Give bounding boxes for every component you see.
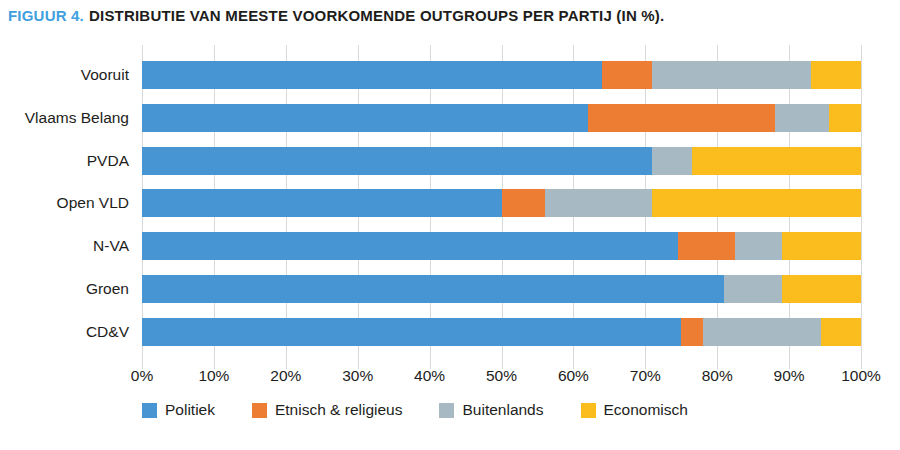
bar-segment-etnisch-religieus [502, 189, 545, 217]
legend-label: Etnisch & religieus [275, 401, 403, 419]
bar-track [142, 275, 861, 303]
bar-track [142, 232, 861, 260]
bar-segment-etnisch-religieus [678, 232, 736, 260]
bar-segment-buitenlands [724, 275, 782, 303]
bar-segment-economisch [692, 147, 861, 175]
legend-swatch-politiek [142, 403, 157, 418]
bar-segment-politiek [142, 61, 602, 89]
bar-row: Vooruit [142, 61, 861, 89]
plot-area: Vooruit Vlaams Belang PVDA Open VLD N-VA Groe… [142, 45, 861, 362]
bar-segment-buitenlands [735, 232, 782, 260]
category-label: Vooruit [81, 66, 129, 84]
x-tick-label: 80% [702, 367, 733, 385]
figure-title-text: DISTRIBUTIE VAN MEESTE VOORKOMENDE OUTGR… [89, 7, 664, 24]
category-label: Open VLD [57, 194, 129, 212]
figure-title: FIGUUR 4. DISTRIBUTIE VAN MEESTE VOORKOME… [8, 7, 664, 24]
legend-label: Politiek [165, 401, 215, 419]
legend: Politiek Etnisch & religieus Buitenlands Ec… [142, 401, 688, 419]
legend-item: Buitenlands [439, 401, 543, 419]
bar-segment-economisch [782, 275, 861, 303]
bar-segment-politiek [142, 104, 588, 132]
category-label: PVDA [87, 152, 129, 170]
bar-segment-buitenlands [545, 189, 653, 217]
x-tick-label: 0% [131, 367, 153, 385]
bar-row: Vlaams Belang [142, 104, 861, 132]
bar-track [142, 147, 861, 175]
x-tick-label: 40% [414, 367, 445, 385]
bar-segment-politiek [142, 318, 681, 346]
x-tick-label: 50% [486, 367, 517, 385]
legend-swatch-buitenlands [439, 403, 454, 418]
figure-title-prefix: FIGUUR 4. [8, 7, 84, 24]
bar-segment-politiek [142, 189, 502, 217]
bar-row: Groen [142, 275, 861, 303]
bar-row: PVDA [142, 147, 861, 175]
bar-segment-politiek [142, 232, 678, 260]
bar-row: Open VLD [142, 189, 861, 217]
figure: FIGUUR 4. DISTRIBUTIE VAN MEESTE VOORKOME… [0, 0, 900, 450]
bar-track [142, 61, 861, 89]
bar-segment-politiek [142, 147, 652, 175]
legend-swatch-etnisch-religieus [252, 403, 267, 418]
bar-segment-economisch [782, 232, 861, 260]
gridline [861, 45, 862, 369]
legend-label: Economisch [604, 401, 688, 419]
category-label: CD&V [86, 323, 129, 341]
bar-segment-politiek [142, 275, 724, 303]
bar-track [142, 189, 861, 217]
bar-segment-buitenlands [652, 147, 692, 175]
bar-segment-economisch [811, 61, 861, 89]
bar-track [142, 104, 861, 132]
x-tick-label: 10% [198, 367, 229, 385]
bar-segment-economisch [821, 318, 861, 346]
bar-segment-buitenlands [703, 318, 822, 346]
bar-segment-etnisch-religieus [602, 61, 652, 89]
legend-swatch-economisch [581, 403, 596, 418]
legend-label: Buitenlands [462, 401, 543, 419]
category-label: N-VA [93, 237, 129, 255]
legend-item: Politiek [142, 401, 215, 419]
x-tick-label: 100% [841, 367, 881, 385]
x-tick-label: 90% [774, 367, 805, 385]
bar-segment-buitenlands [652, 61, 810, 89]
legend-item: Economisch [581, 401, 688, 419]
bar-segment-economisch [652, 189, 861, 217]
bar-segment-buitenlands [775, 104, 829, 132]
x-tick-label: 70% [630, 367, 661, 385]
x-tick-label: 30% [342, 367, 373, 385]
x-tick-label: 20% [270, 367, 301, 385]
bar-segment-etnisch-religieus [681, 318, 703, 346]
bar-row: CD&V [142, 318, 861, 346]
category-label: Groen [86, 280, 129, 298]
category-label: Vlaams Belang [25, 109, 129, 127]
bar-row: N-VA [142, 232, 861, 260]
bar-segment-etnisch-religieus [588, 104, 775, 132]
x-tick-label: 60% [558, 367, 589, 385]
bar-segment-economisch [829, 104, 861, 132]
x-axis: 0%10%20%30%40%50%60%70%80%90%100% [142, 367, 861, 387]
bar-track [142, 318, 861, 346]
legend-item: Etnisch & religieus [252, 401, 403, 419]
